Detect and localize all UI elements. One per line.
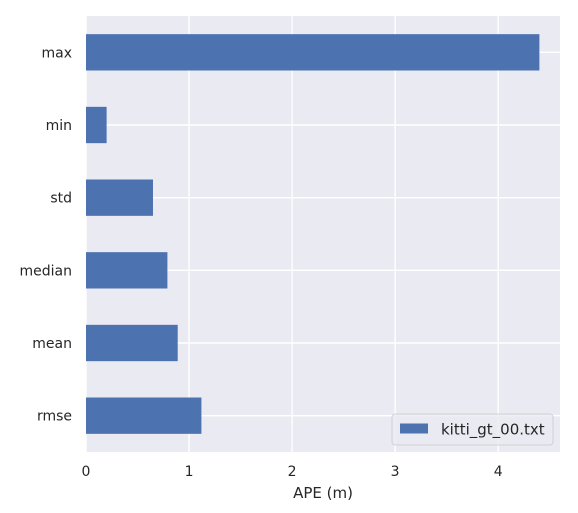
bar-min: [86, 106, 107, 144]
y-tick-label-min: min: [46, 118, 72, 134]
bars: [86, 34, 540, 434]
y-tick-label-max: max: [41, 45, 72, 61]
bar-std: [86, 179, 153, 216]
x-axis-label: APE (m): [293, 484, 353, 502]
bar-rmse: [86, 397, 202, 434]
x-tick-label: 4: [494, 464, 503, 480]
legend-swatch: [400, 423, 428, 434]
y-tick-label-rmse: rmse: [37, 409, 72, 425]
y-tick-label-median: median: [20, 263, 72, 279]
y-tick-labels: rmse mean median std min max: [20, 45, 72, 424]
x-tick-label: 0: [82, 464, 91, 480]
y-tick-label-mean: mean: [32, 336, 72, 352]
bar-median: [86, 252, 168, 289]
legend-label: kitti_gt_00.txt: [441, 421, 545, 440]
plot-background: [86, 16, 560, 452]
bar-max: [86, 34, 540, 71]
bar-mean: [86, 324, 178, 362]
x-tick-label: 2: [288, 464, 297, 480]
x-tick-label: 3: [391, 464, 400, 480]
legend: kitti_gt_00.txt: [391, 413, 554, 446]
x-tick-label: 1: [185, 464, 194, 480]
x-tick-labels: 0 1 2 3 4: [82, 464, 503, 480]
y-tick-label-std: std: [50, 191, 72, 207]
legend-box: [391, 413, 554, 446]
